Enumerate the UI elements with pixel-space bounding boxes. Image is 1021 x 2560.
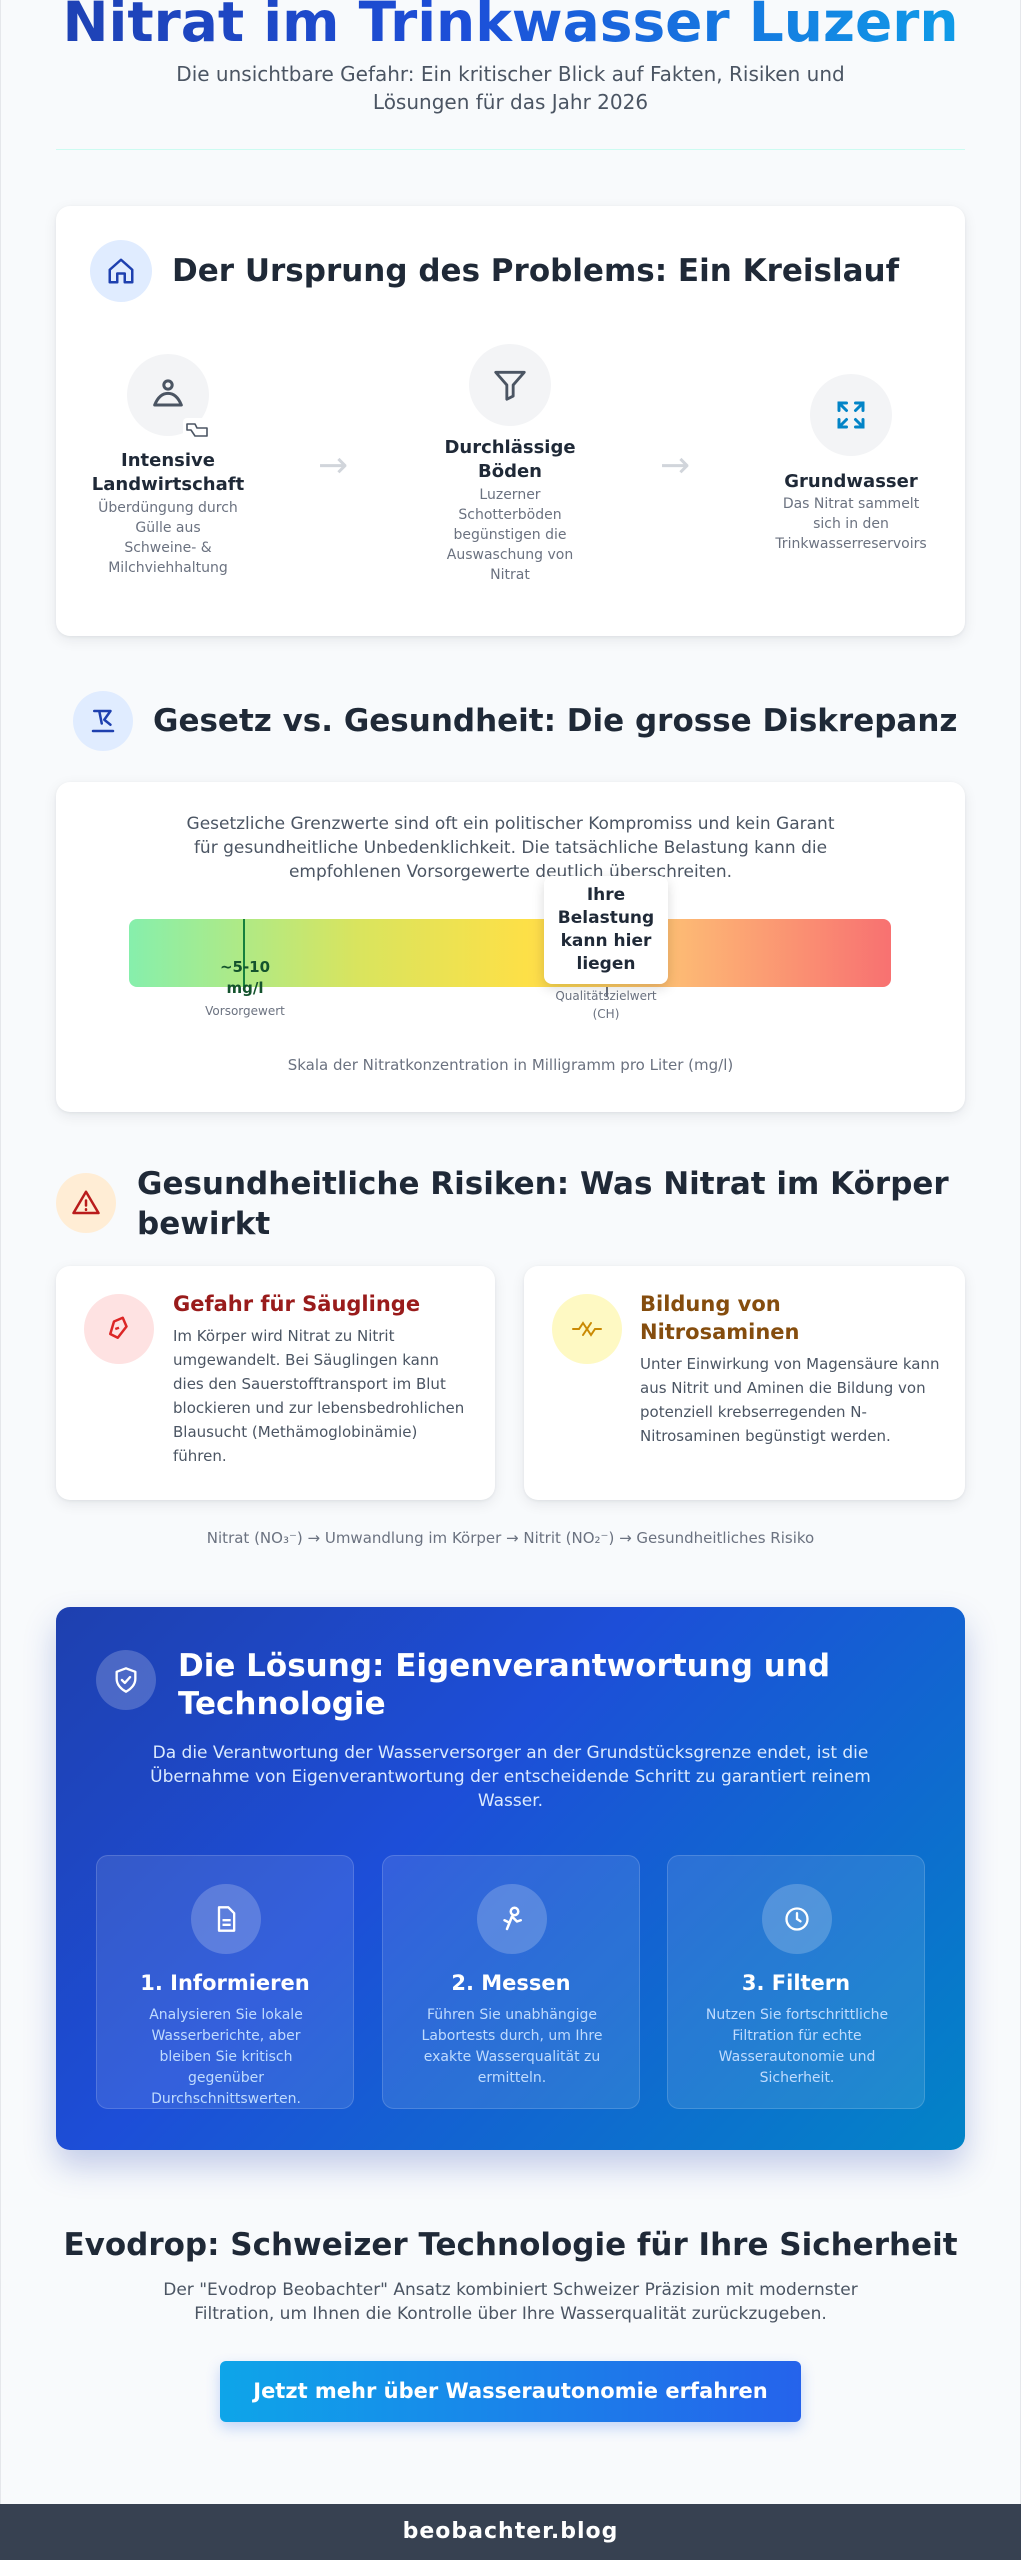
- footer-brand[interactable]: beobachter.blog: [0, 2504, 1021, 2560]
- page-title: Nitrat im Trinkwasser Luzern: [0, 0, 1021, 58]
- exposure-tooltip: Ihre Belastung kann hier liegen: [544, 876, 668, 984]
- evodrop-title: Evodrop: Schweizer Technologie für Ihre …: [63, 2227, 958, 2263]
- precaution-label: Vorsorgewert: [205, 1004, 285, 1018]
- scales-icon: [73, 691, 133, 751]
- quality-label: Qualitätszielwert (CH): [555, 989, 657, 1021]
- risk-card-nitrosamines: Bildung von Nitrosaminen Unter Einwirkun…: [524, 1266, 965, 1500]
- solution-intro: Da die Verantwortung der Wasserversorger…: [150, 1743, 871, 1811]
- solution-title: Die Lösung: Eigenverantwortung und Techn…: [178, 1648, 831, 1722]
- baby-bottle-icon: [84, 1294, 154, 1364]
- solution-step-title: 1. Informieren: [140, 1971, 310, 1995]
- quality-marker: [606, 987, 608, 997]
- evodrop-desc: Der "Evodrop Beobachter" Ansatz kombinie…: [163, 2280, 858, 2324]
- risk-desc: Im Körper wird Nitrat zu Nitrit umgewand…: [173, 1327, 465, 1465]
- step-title: Intensive Landwirtschaft: [91, 450, 245, 495]
- precaution-marker: [243, 919, 245, 987]
- risks-title: Gesundheitliche Risiken: Was Nitrat im K…: [137, 1166, 949, 1242]
- filter-icon: [469, 344, 551, 426]
- law-card: Gesetzliche Grenzwerte sind oft ein poli…: [56, 782, 965, 1112]
- step-desc: Das Nitrat sammelt sich in den Trinkwass…: [775, 496, 927, 552]
- solution-step-filter: 3. Filtern Nutzen Sie fortschrittliche F…: [667, 1855, 925, 2109]
- precaution-value: ~5-10 mg/l: [219, 958, 271, 997]
- hand-icon: [183, 418, 213, 442]
- home-icon: [90, 240, 152, 302]
- law-title: Gesetz vs. Gesundheit: Die grosse Diskre…: [153, 703, 958, 739]
- step-desc: Luzerner Schotterböden begünstigen die A…: [446, 487, 574, 583]
- solution-step-inform: 1. Informieren Analysieren Sie lokale Wa…: [96, 1855, 354, 2109]
- clock-icon: [762, 1884, 832, 1954]
- arrow-icon: →: [318, 445, 349, 486]
- expand-icon: [810, 374, 892, 456]
- molecule-icon: [552, 1294, 622, 1364]
- risk-title: Bildung von Nitrosaminen: [640, 1292, 800, 1344]
- nitrate-flow: Nitrat (NO₃⁻) → Umwandlung im Körper → N…: [206, 1529, 815, 1547]
- origin-title: Der Ursprung des Problems: Ein Kreislauf: [172, 253, 900, 289]
- law-intro: Gesetzliche Grenzwerte sind oft ein poli…: [186, 814, 835, 882]
- solution-section: Die Lösung: Eigenverantwortung und Techn…: [56, 1607, 965, 2150]
- risk-title: Gefahr für Säuglinge: [173, 1292, 421, 1316]
- warning-icon: [56, 1173, 116, 1233]
- origin-section: Der Ursprung des Problems: Ein Kreislauf…: [56, 206, 965, 636]
- solution-step-desc: Analysieren Sie lokale Wasserberichte, a…: [149, 2007, 303, 2107]
- solution-step-desc: Führen Sie unabhängige Labortests durch,…: [421, 2007, 603, 2086]
- scale-caption: Skala der Nitratkonzentration in Milligr…: [287, 1056, 734, 1074]
- solution-step-title: 2. Messen: [451, 1971, 571, 1995]
- risk-desc: Unter Einwirkung von Magensäure kann aus…: [640, 1355, 940, 1445]
- solution-step-measure: 2. Messen Führen Sie unabhängige Laborte…: [382, 1855, 640, 2109]
- solution-step-desc: Nutzen Sie fortschrittliche Filtration f…: [705, 2007, 889, 2086]
- step-desc: Überdüngung durch Gülle aus Schweine- & …: [98, 500, 238, 576]
- cta-button[interactable]: Jetzt mehr über Wasserautonomie erfahren: [220, 2361, 801, 2422]
- step-title: Grundwasser: [784, 471, 918, 492]
- lab-test-icon: [477, 1884, 547, 1954]
- header-divider: [56, 149, 965, 150]
- arrow-icon: →: [660, 445, 691, 486]
- solution-step-title: 3. Filtern: [741, 1971, 851, 1995]
- risk-card-infants: Gefahr für Säuglinge Im Körper wird Nitr…: [56, 1266, 495, 1500]
- step-title: Durchlässige Böden: [444, 437, 576, 482]
- page-subtitle: Die unsichtbare Gefahr: Ein kritischer B…: [176, 62, 845, 114]
- shield-check-icon: [96, 1650, 156, 1710]
- document-icon: [191, 1884, 261, 1954]
- nitrate-scale-bar: [129, 919, 891, 987]
